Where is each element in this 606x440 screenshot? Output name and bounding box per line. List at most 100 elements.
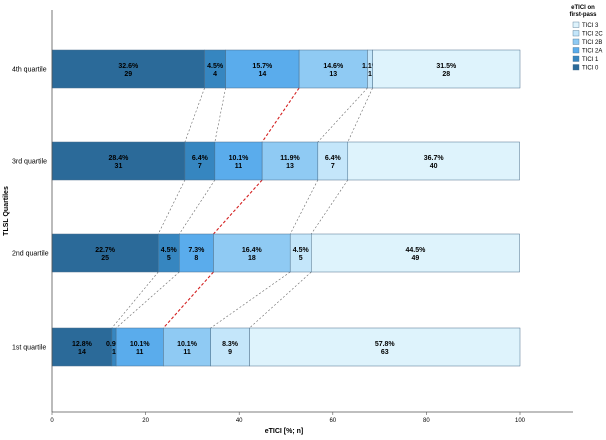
bar-segment	[311, 233, 520, 273]
segment-percent-label: 4.5%	[207, 63, 224, 70]
x-tick-label: 100	[515, 418, 526, 424]
segment-count-label: 25	[101, 255, 109, 262]
segment-percent-label: 7.3%	[188, 247, 205, 254]
legend-swatch	[572, 47, 580, 54]
connector-line	[111, 271, 159, 329]
connector-line	[317, 87, 368, 143]
segment-count-label: 40	[430, 163, 438, 170]
connector-line	[249, 271, 312, 329]
bar-segment	[347, 141, 520, 181]
legend-swatch	[572, 21, 580, 28]
bar-segment	[213, 233, 291, 273]
segment-count-label: 11	[235, 163, 243, 170]
segment-count-label: 11	[183, 349, 191, 356]
segment-percent-label: 1.1%	[362, 63, 379, 70]
segment-count-label: 5	[167, 255, 171, 262]
segment-count-label: 1	[368, 71, 372, 78]
legend-label: TICI 2A	[582, 49, 602, 55]
legend-title: eTICI on first-pass	[569, 5, 597, 18]
segment-percent-label: 10.1%	[229, 155, 250, 162]
segment-percent-label: 4.5%	[161, 247, 178, 254]
bar-segment	[210, 327, 250, 367]
segment-count-label: 14	[78, 349, 86, 356]
bar-segment	[372, 49, 521, 89]
segment-count-label: 29	[124, 71, 132, 78]
legend-label: TICI 3	[582, 23, 599, 29]
category-label: 4th quartile	[12, 67, 47, 74]
bar-segment	[51, 49, 205, 89]
segment-count-label: 4	[213, 71, 217, 78]
segment-percent-label: 6.4%	[325, 155, 342, 162]
segment-count-label: 13	[286, 163, 294, 170]
bar-segment	[214, 141, 263, 181]
connector-line	[184, 87, 205, 143]
legend-label: TICI 2C	[582, 32, 603, 38]
segment-count-label: 28	[442, 71, 450, 78]
segment-count-label: 8	[194, 255, 198, 262]
segment-count-label: 7	[198, 163, 202, 170]
connector-line-highlight	[213, 179, 263, 235]
segment-percent-label: 8.3%	[222, 341, 239, 348]
category-labels: 4th quartile 3rd quartile 2nd quartile 1st …	[12, 67, 49, 352]
bar-segment	[298, 49, 368, 89]
segment-count-label: 63	[381, 349, 389, 356]
connector-line	[115, 271, 180, 329]
legend-swatch	[572, 30, 580, 37]
segment-count-label: 9	[228, 349, 232, 356]
segment-percent-label: 32.6%	[118, 63, 139, 70]
category-label: 1st quartile	[12, 345, 46, 352]
x-axis-title: eTICI [%; n]	[265, 428, 304, 435]
segment-percent-label: 28.4%	[109, 155, 130, 162]
legend: eTICI on first-pass TICI 3 TICI 2C TICI 2B T…	[569, 5, 603, 72]
x-tick-label: 40	[236, 418, 243, 424]
legend-label: TICI 2B	[582, 40, 602, 46]
x-tick-label: 20	[142, 418, 149, 424]
segment-percent-label: 36.7%	[424, 155, 445, 162]
bar-segment	[163, 327, 211, 367]
legend-swatch	[572, 64, 580, 71]
bar-segment	[249, 327, 521, 367]
segment-count-label: 11	[136, 349, 144, 356]
bar-segment	[317, 141, 349, 181]
connector-line	[210, 271, 291, 329]
segment-count-label: 1	[112, 349, 116, 356]
y-axis-title: TLSL Quartiles	[3, 186, 10, 236]
segment-percent-label: 0.9%	[106, 341, 123, 348]
bar-segment	[51, 233, 159, 273]
segment-percent-label: 4.5%	[293, 247, 310, 254]
bar-segment	[261, 141, 319, 181]
legend-label: TICI 1	[582, 57, 599, 63]
segment-percent-label: 11.9%	[280, 155, 300, 162]
segment-percent-label: 22.7%	[95, 247, 116, 254]
category-label: 3rd quartile	[12, 159, 47, 166]
connector-line	[214, 87, 226, 143]
segment-percent-label: 10.1%	[177, 341, 198, 348]
segment-count-label: 18	[248, 255, 256, 262]
bar-segment	[115, 327, 164, 367]
bar-segment	[225, 49, 300, 89]
segment-percent-label: 14.6%	[323, 63, 344, 70]
segment-count-label: 5	[299, 255, 303, 262]
segment-percent-label: 57.8%	[375, 341, 396, 348]
legend-swatch	[572, 38, 580, 45]
connector-line	[157, 179, 186, 235]
bar-segment	[51, 327, 113, 367]
connector-line-highlight	[261, 87, 300, 143]
segment-count-label: 14	[258, 71, 266, 78]
connector-line	[311, 179, 349, 235]
segment-count-label: 49	[412, 255, 420, 262]
x-tick-label: 0	[50, 418, 54, 424]
segment-percent-label: 31.5%	[436, 63, 457, 70]
bars: 32.6%294.5%415.7%1414.6%131.1%131.5%2828…	[51, 49, 521, 367]
axes: eTICI [%; n] TLSL Quartiles	[3, 10, 573, 435]
segment-percent-label: 44.5%	[405, 247, 426, 254]
segment-count-label: 7	[331, 163, 335, 170]
legend-swatch	[572, 55, 580, 62]
legend-label: TICI 0	[582, 66, 599, 72]
x-tick-label: 60	[329, 418, 336, 424]
connector-line	[289, 179, 319, 235]
bar-segment	[184, 141, 216, 181]
segment-percent-label: 6.4%	[192, 155, 209, 162]
category-label: 2nd quartile	[12, 251, 49, 258]
